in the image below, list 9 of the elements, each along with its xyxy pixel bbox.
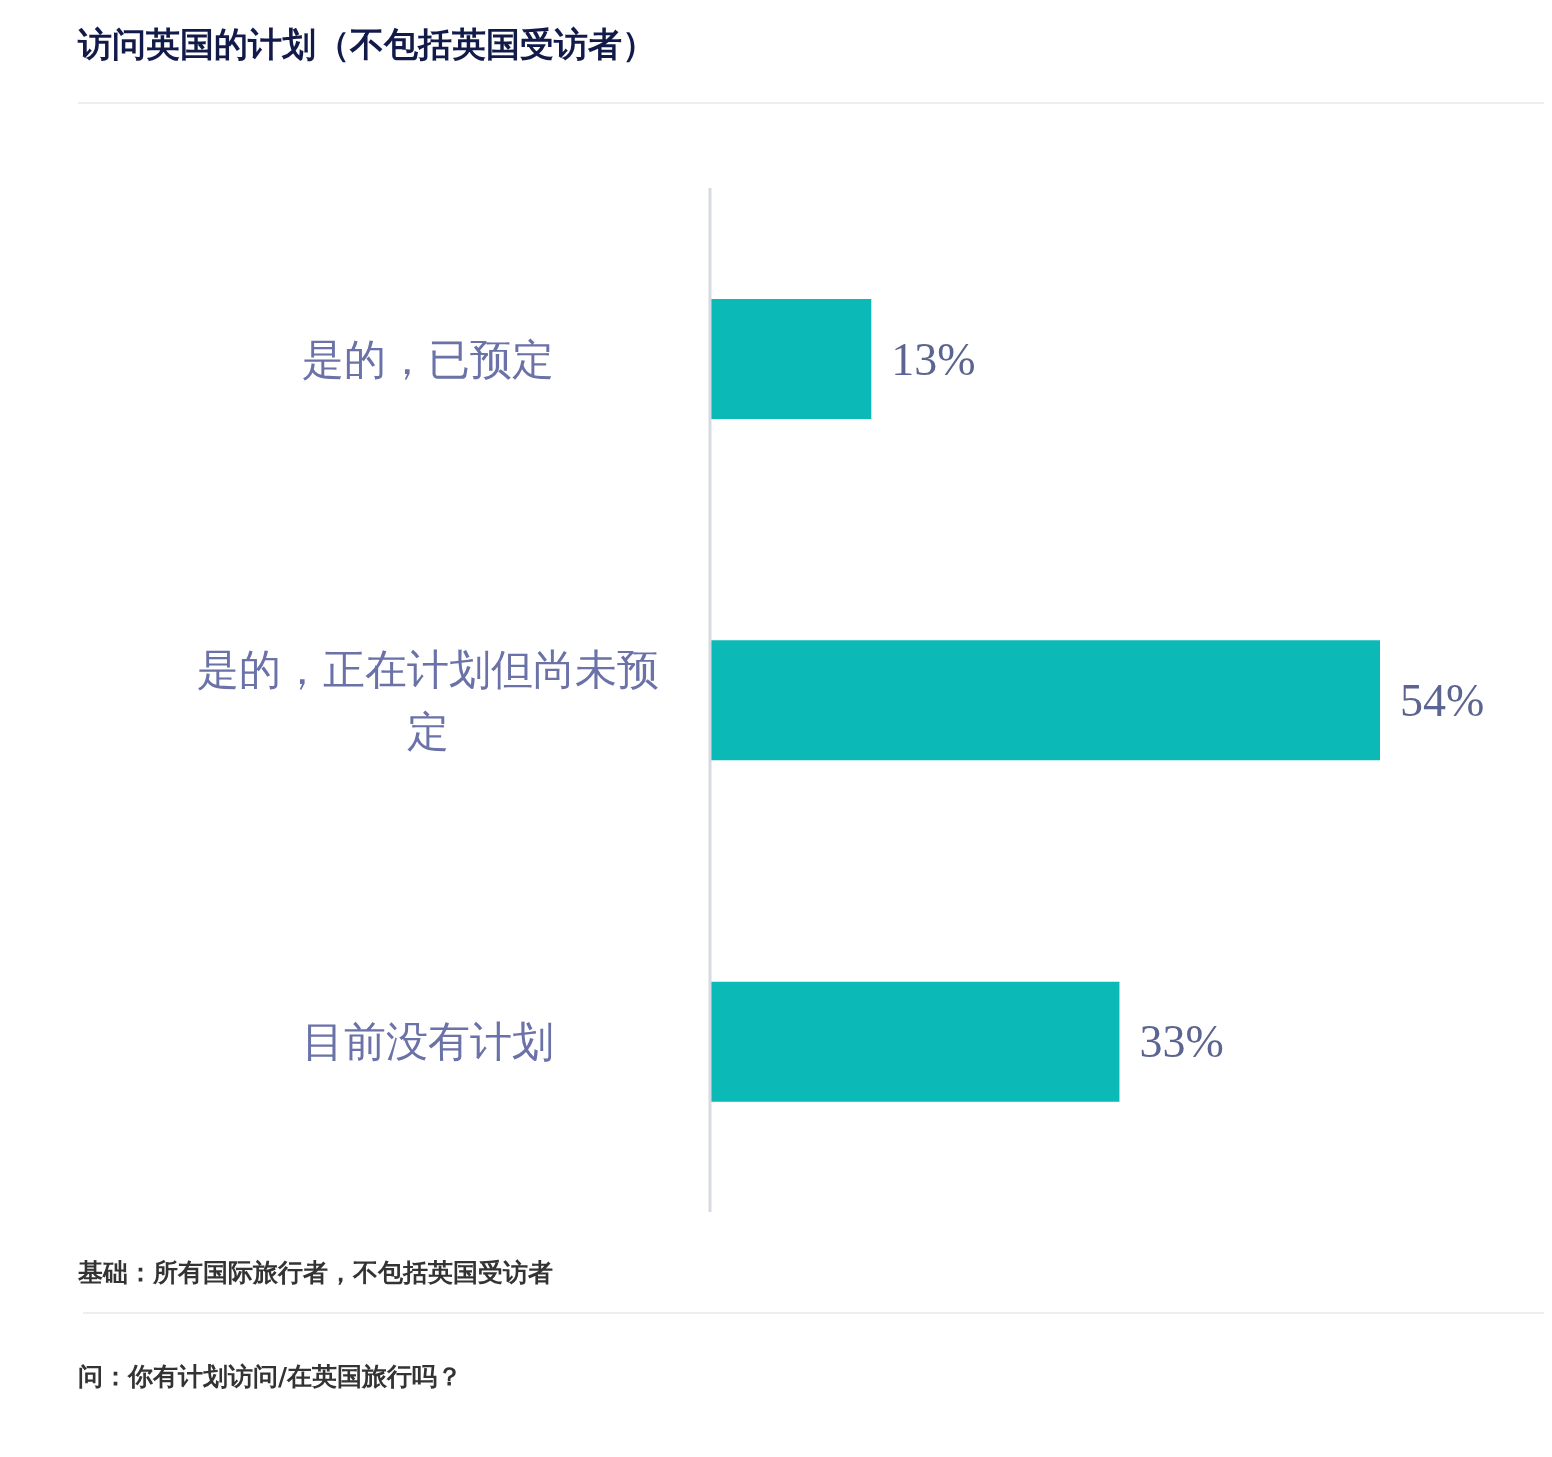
data-label: 13%: [891, 333, 976, 385]
text: 基础：所有国际旅行者，不包括英国受访者: [78, 1257, 554, 1289]
y-tick-label: 目前没有计划: [302, 1016, 554, 1066]
y-tick-label: 是的，正在计划但尚未预定: [197, 644, 659, 756]
text: 问：你有计划访问/在英国旅行吗？: [78, 1361, 464, 1393]
text: 访问英国的计划（不包括英国受访者）: [78, 23, 657, 66]
data-label: 54%: [1400, 674, 1485, 726]
y-tick-label: 是的，已预定: [302, 334, 554, 384]
data-label: 33%: [1139, 1016, 1224, 1068]
